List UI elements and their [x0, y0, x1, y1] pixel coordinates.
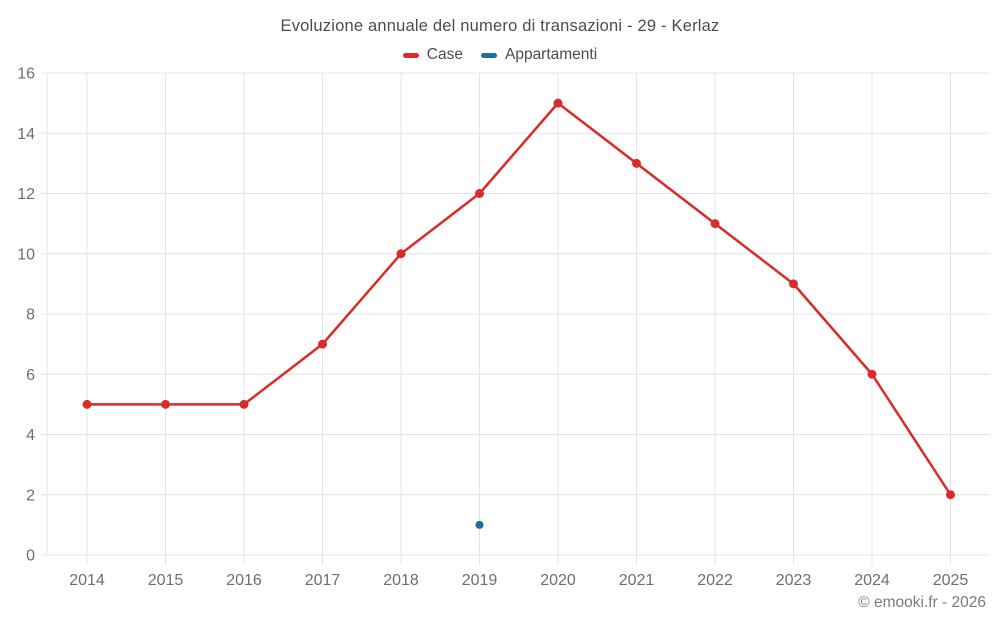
y-axis-tick-label: 6: [26, 367, 35, 384]
x-axis-tick-label: 2017: [305, 572, 341, 589]
case-data-point[interactable]: [82, 399, 92, 409]
x-axis-tick-label: 2025: [933, 572, 969, 589]
case-data-point[interactable]: [710, 219, 720, 229]
y-axis-tick-label: 8: [26, 307, 35, 324]
x-axis-tick-label: 2016: [226, 572, 262, 589]
legend: Case Appartamenti: [0, 46, 1000, 64]
legend-label-case: Case: [426, 46, 463, 63]
y-axis-tick-label: 10: [17, 246, 35, 263]
case-data-point[interactable]: [867, 369, 877, 379]
x-axis-tick-label: 2022: [697, 572, 733, 589]
case-data-point[interactable]: [789, 279, 798, 289]
y-axis-tick-label: 14: [17, 126, 35, 143]
x-axis-tick-label: 2021: [619, 572, 655, 589]
y-axis-tick-label: 16: [17, 66, 35, 83]
x-axis-tick-label: 2015: [148, 572, 184, 589]
legend-label-appartamenti: Appartamenti: [504, 46, 598, 63]
case-data-point[interactable]: [239, 399, 249, 409]
case-swatch-icon: [402, 52, 419, 58]
y-axis-tick-label: 12: [17, 186, 35, 203]
case-data-point[interactable]: [553, 98, 563, 108]
case-data-point[interactable]: [318, 339, 327, 349]
appartamenti-data-point[interactable]: [475, 520, 484, 529]
x-axis-tick-label: 2024: [854, 572, 890, 589]
case-data-point[interactable]: [161, 399, 170, 409]
x-axis-tick-label: 2019: [462, 572, 498, 589]
case-data-point[interactable]: [632, 158, 641, 168]
y-axis-tick-label: 4: [26, 427, 35, 444]
y-axis-tick-label: 0: [26, 548, 35, 565]
legend-item-case[interactable]: Case: [402, 46, 463, 64]
case-data-point[interactable]: [475, 189, 484, 198]
x-axis-tick-label: 2018: [383, 572, 419, 589]
case-data-point[interactable]: [396, 249, 406, 259]
case-line: [85, 101, 952, 496]
appartamenti-swatch-icon: [480, 52, 497, 58]
chart-title: Evoluzione annuale del numero di transaz…: [280, 17, 720, 35]
x-axis-tick-label: 2023: [776, 572, 812, 589]
x-axis-tick-label: 2014: [69, 572, 105, 589]
y-axis-tick-label: 2: [26, 487, 35, 504]
x-axis-tick-label: 2020: [540, 572, 576, 589]
copyright-credit: © emooki.fr - 2026: [858, 594, 986, 611]
case-data-point[interactable]: [946, 490, 955, 500]
legend-item-appartamenti[interactable]: Appartamenti: [480, 46, 598, 64]
